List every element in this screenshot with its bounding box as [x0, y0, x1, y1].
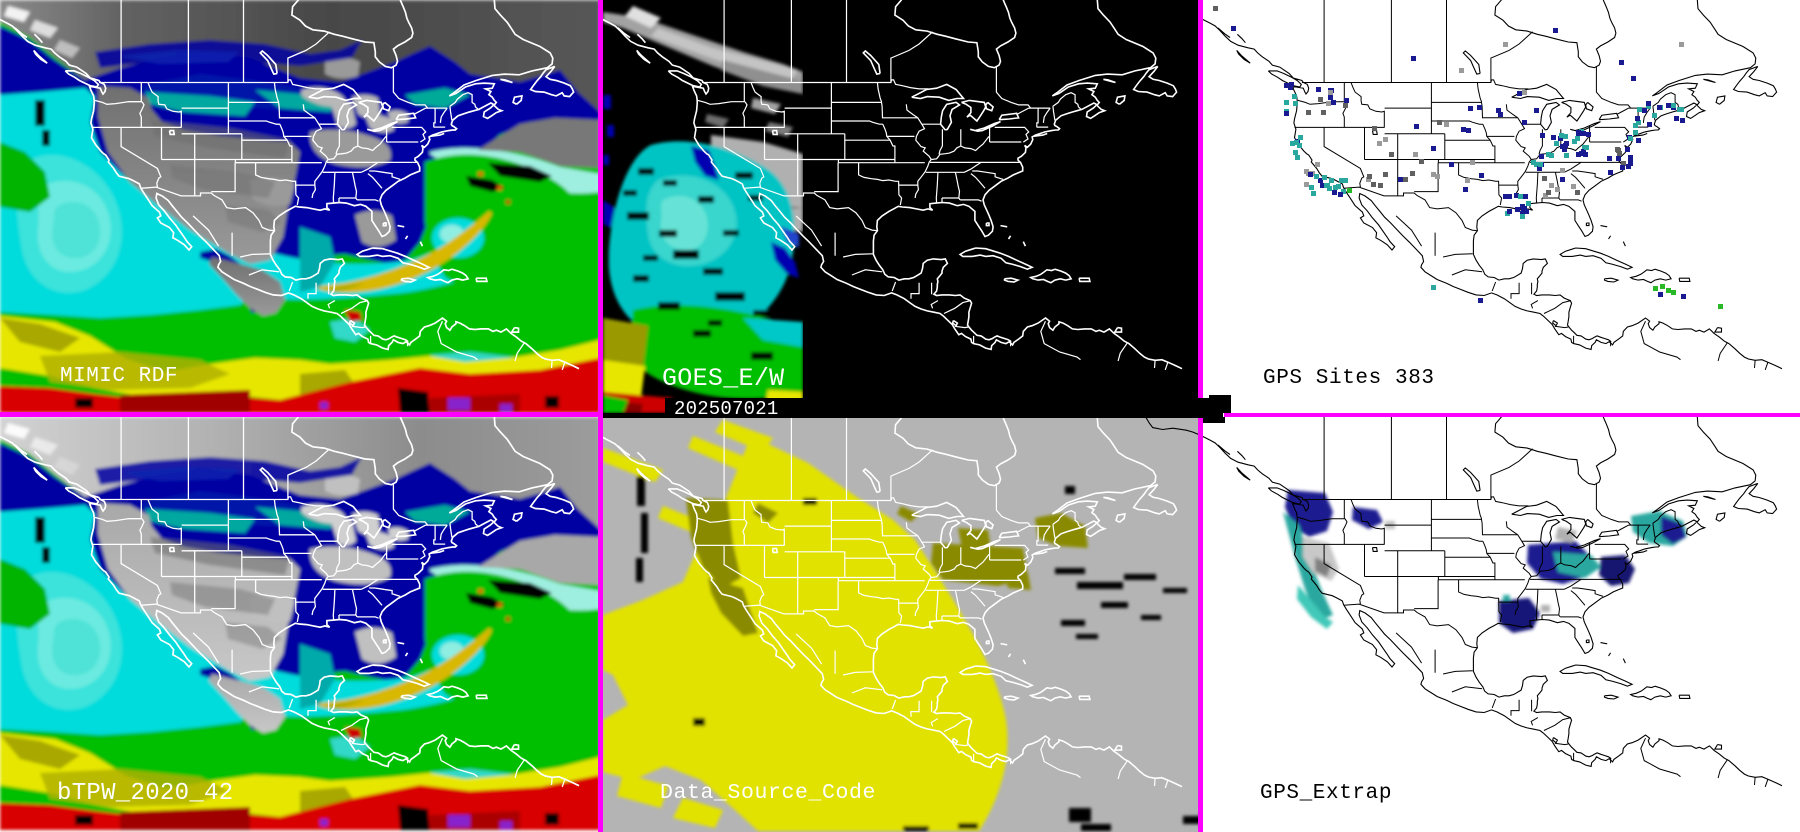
svg-text:bTPW_2020_42: bTPW_2020_42	[57, 780, 233, 807]
svg-text:GPS Sites 383: GPS Sites 383	[1263, 367, 1435, 390]
svg-text:GPS_Extrap: GPS_Extrap	[1260, 782, 1392, 805]
svg-text:Data_Source_Code: Data_Source_Code	[660, 781, 876, 805]
svg-text:MIMIC RDF: MIMIC RDF	[60, 365, 178, 388]
svg-text:202507021: 202507021	[674, 398, 778, 420]
svg-text:GOES_E/W: GOES_E/W	[662, 364, 784, 393]
